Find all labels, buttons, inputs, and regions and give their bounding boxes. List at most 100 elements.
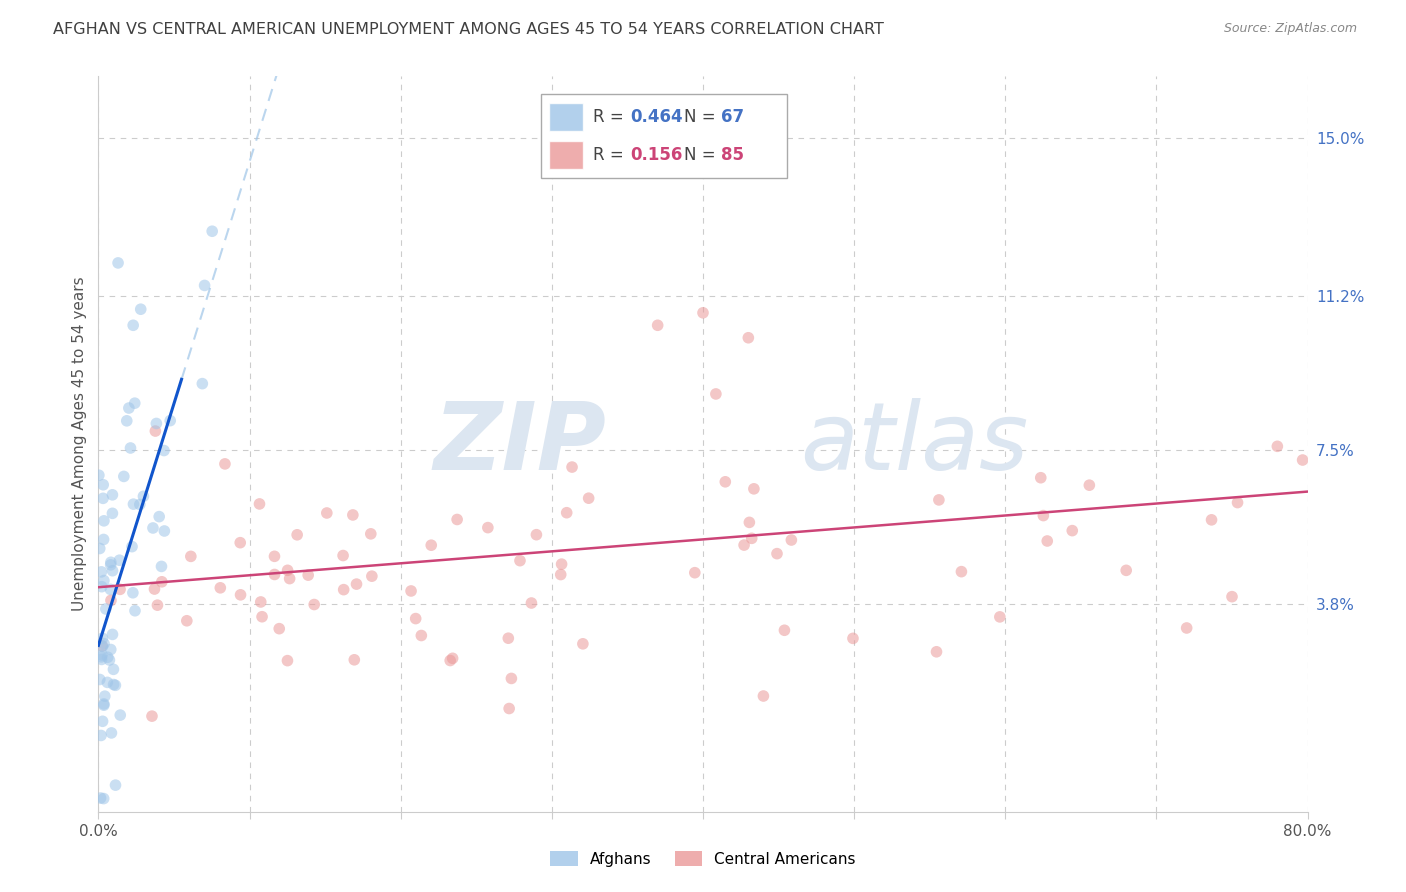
Central Americans [561, 460, 583, 475]
Central Americans [550, 557, 572, 571]
Central Americans [150, 574, 173, 589]
Central Americans [263, 567, 285, 582]
Central Americans [108, 582, 131, 597]
Text: N =: N = [685, 146, 716, 164]
Central Americans [752, 689, 775, 703]
Central Americans [737, 331, 759, 345]
Afghans [104, 778, 127, 792]
Afghans [148, 509, 170, 524]
Central Americans [733, 538, 755, 552]
Afghans [93, 637, 115, 651]
Afghans [93, 697, 115, 711]
Central Americans [91, 639, 114, 653]
Afghans [89, 541, 111, 556]
Central Americans [302, 598, 325, 612]
Central Americans [446, 512, 468, 526]
Legend: Afghans, Central Americans: Afghans, Central Americans [550, 851, 856, 867]
Central Americans [704, 387, 727, 401]
Central Americans [1078, 478, 1101, 492]
Central Americans [411, 628, 433, 642]
Afghans [194, 278, 217, 293]
Afghans [100, 582, 122, 597]
Afghans [129, 302, 152, 317]
Central Americans [572, 637, 595, 651]
Central Americans [439, 653, 461, 667]
Afghans [100, 558, 122, 572]
Central Americans [1226, 495, 1249, 509]
Afghans [91, 491, 114, 506]
Afghans [93, 791, 115, 805]
Bar [548, 141, 583, 169]
Afghans [112, 469, 135, 483]
Afghans [104, 678, 127, 692]
Central Americans [1115, 563, 1137, 577]
Afghans [90, 580, 112, 594]
Afghans [122, 318, 145, 333]
Central Americans [501, 672, 523, 686]
Text: 85: 85 [721, 146, 744, 164]
Afghans [107, 256, 129, 270]
Central Americans [278, 572, 301, 586]
Afghans [89, 673, 111, 687]
Afghans [90, 729, 112, 743]
Central Americans [742, 482, 765, 496]
Central Americans [498, 631, 520, 645]
Afghans [150, 559, 173, 574]
Text: 0.156: 0.156 [630, 146, 682, 164]
Central Americans [405, 611, 427, 625]
Central Americans [420, 538, 443, 552]
Afghans [91, 632, 114, 646]
Central Americans [714, 475, 737, 489]
Central Americans [332, 549, 354, 563]
Central Americans [477, 520, 499, 534]
Central Americans [360, 569, 382, 583]
FancyBboxPatch shape [541, 94, 787, 178]
Afghans [101, 564, 124, 578]
Afghans [191, 376, 214, 391]
Afghans [93, 514, 115, 528]
Afghans [124, 396, 146, 410]
Central Americans [780, 533, 803, 547]
Central Americans [360, 526, 382, 541]
Central Americans [146, 598, 169, 612]
Central Americans [229, 588, 252, 602]
Afghans [91, 648, 114, 662]
Central Americans [683, 566, 706, 580]
Central Americans [1032, 508, 1054, 523]
Afghans [94, 689, 117, 703]
Central Americans [269, 622, 291, 636]
Afghans [153, 443, 176, 458]
Afghans [103, 677, 125, 691]
Text: N =: N = [685, 108, 716, 126]
Central Americans [141, 709, 163, 723]
Text: Source: ZipAtlas.com: Source: ZipAtlas.com [1223, 22, 1357, 36]
Central Americans [250, 609, 273, 624]
Central Americans [1175, 621, 1198, 635]
Afghans [94, 602, 117, 616]
Text: ZIP: ZIP [433, 398, 606, 490]
Afghans [93, 533, 115, 547]
Afghans [91, 714, 114, 729]
Afghans [118, 401, 141, 415]
Central Americans [1291, 453, 1313, 467]
Afghans [101, 506, 124, 520]
Central Americans [1036, 533, 1059, 548]
Afghans [122, 586, 145, 600]
Afghans [115, 414, 138, 428]
Afghans [87, 468, 110, 483]
Afghans [128, 498, 150, 512]
Central Americans [526, 527, 548, 541]
Central Americans [180, 549, 202, 564]
Afghans [90, 565, 112, 579]
Text: R =: R = [593, 108, 624, 126]
Central Americans [498, 701, 520, 715]
Central Americans [342, 508, 364, 522]
Central Americans [692, 306, 714, 320]
Central Americans [399, 584, 422, 599]
Central Americans [925, 645, 948, 659]
Central Americans [297, 568, 319, 582]
Afghans [90, 652, 112, 666]
Central Americans [578, 491, 600, 506]
Central Americans [1029, 471, 1052, 485]
Text: AFGHAN VS CENTRAL AMERICAN UNEMPLOYMENT AMONG AGES 45 TO 54 YEARS CORRELATION CH: AFGHAN VS CENTRAL AMERICAN UNEMPLOYMENT … [53, 22, 884, 37]
